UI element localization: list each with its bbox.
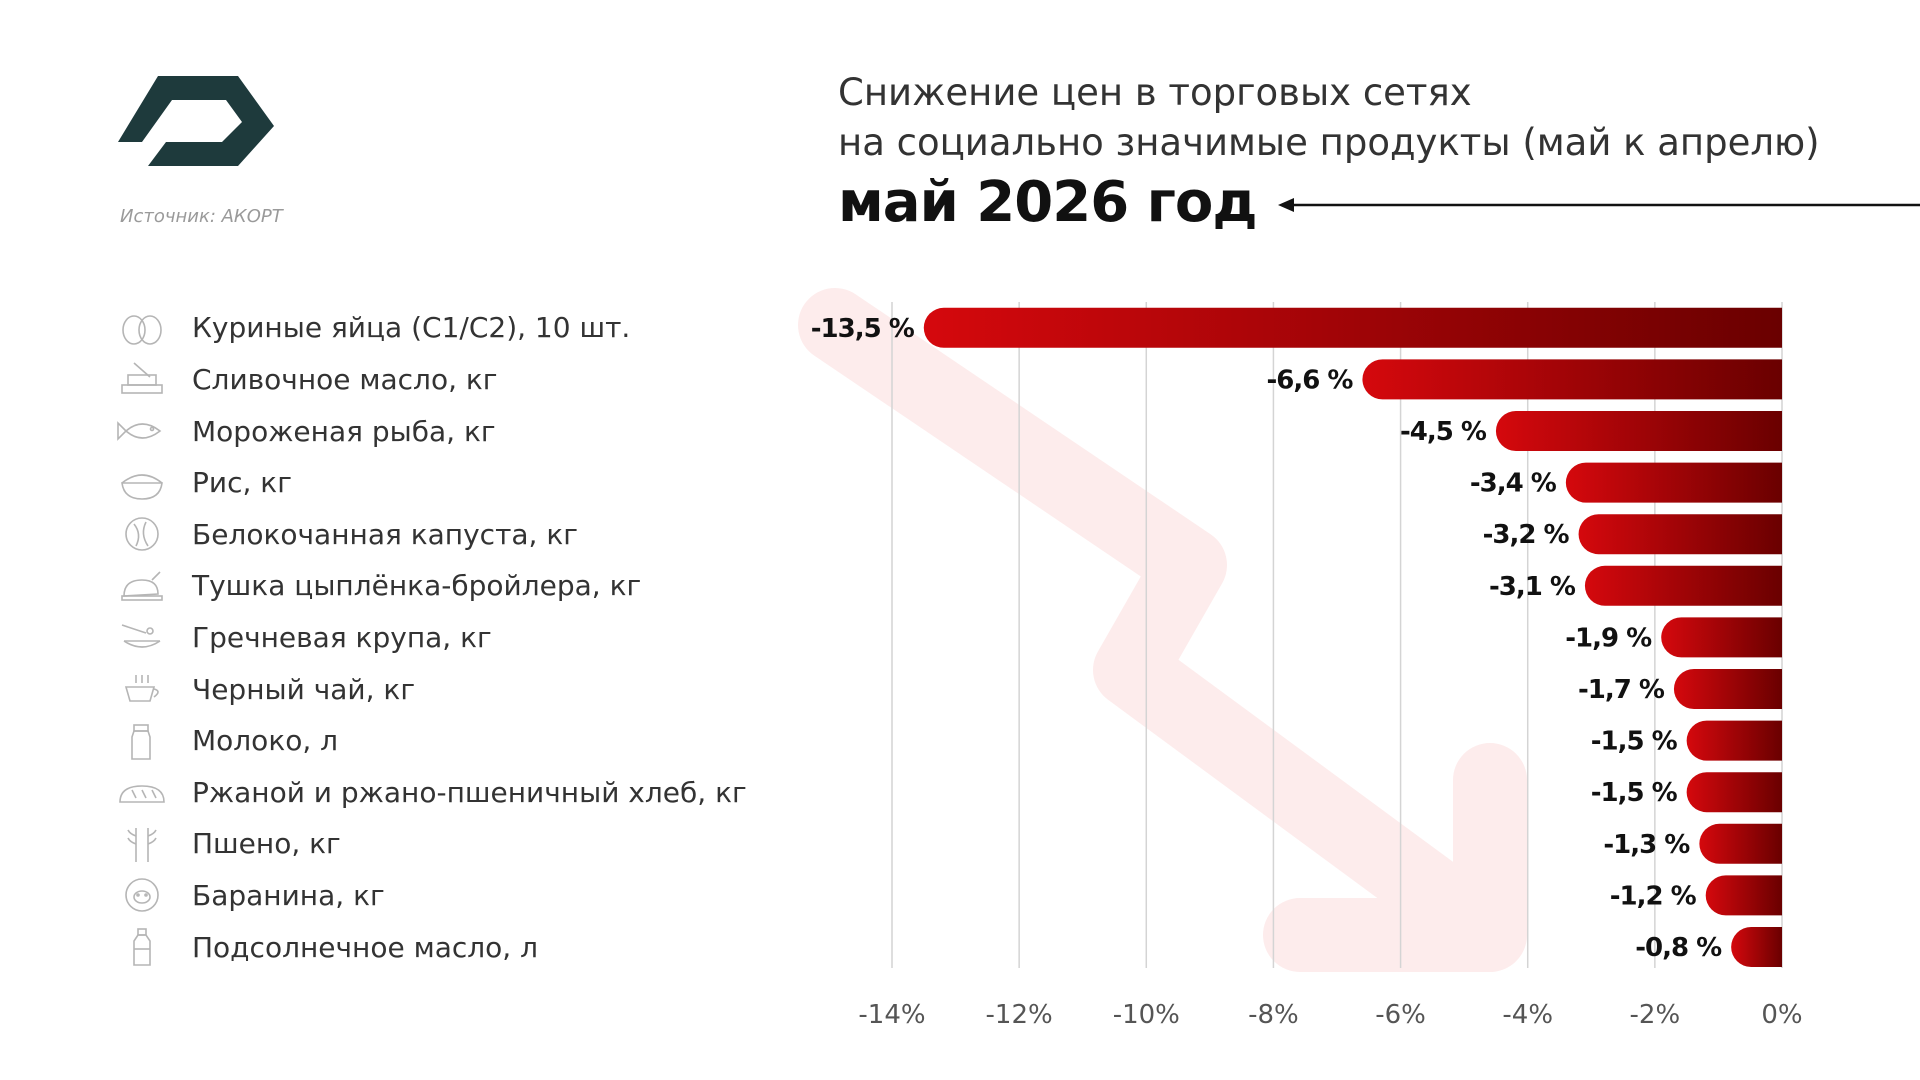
- source-note: Источник: АКОРТ: [120, 206, 283, 227]
- bar: [1584, 565, 1782, 606]
- bar: [1686, 772, 1782, 813]
- buckwheat-icon: [116, 617, 168, 657]
- category-label: Молоко, л: [192, 724, 339, 758]
- bar: [1565, 462, 1782, 503]
- list-item: Ржаной и ржано-пшеничный хлеб, кг: [116, 769, 747, 815]
- bar-value-label: -3,2 %: [1483, 520, 1570, 550]
- category-label: Черный чай, кг: [192, 672, 416, 706]
- watermark-arrow: [798, 288, 1527, 972]
- eggs-icon: [116, 308, 168, 348]
- category-label: Гречневая крупа, кг: [192, 620, 492, 654]
- list-item: Куриные яйца (С1/С2), 10 шт.: [116, 305, 630, 351]
- bar-value-label: -1,2 %: [1610, 881, 1697, 911]
- bar: [923, 307, 1782, 348]
- list-item: Сливочное масло, кг: [116, 356, 498, 402]
- list-item: Тушка цыплёнка-бройлера, кг: [116, 563, 641, 609]
- list-item: Пшено, кг: [116, 821, 341, 867]
- bar-value-label: -1,5 %: [1591, 778, 1678, 808]
- bar-value-label: -4,5 %: [1400, 417, 1487, 447]
- fish-icon: [116, 411, 168, 451]
- x-tick-label: -12%: [986, 1000, 1053, 1030]
- category-label: Баранина, кг: [192, 878, 385, 912]
- bar-value-label: -1,5 %: [1591, 727, 1678, 757]
- bar-value-label: -3,4 %: [1470, 469, 1557, 499]
- bar: [1731, 927, 1782, 967]
- list-item: Баранина, кг: [116, 872, 385, 918]
- title-line-2: на социально значимые продукты (май к ап…: [838, 121, 1820, 164]
- bar: [1705, 875, 1782, 916]
- list-item: Мороженая рыба, кг: [116, 408, 496, 454]
- category-label: Мороженая рыба, кг: [192, 414, 496, 448]
- list-item: Молоко, л: [116, 718, 338, 764]
- category-label: Белокочанная капуста, кг: [192, 517, 578, 551]
- period-heading: май 2026 год: [838, 170, 1258, 235]
- bar-value-label: -1,9 %: [1565, 623, 1652, 653]
- x-tick-label: -2%: [1630, 1000, 1681, 1030]
- period-arrow-icon: [1278, 198, 1920, 212]
- bar: [1495, 411, 1782, 452]
- category-label: Рис, кг: [192, 466, 292, 500]
- bar: [1578, 514, 1782, 555]
- x-tick-label: -8%: [1248, 1000, 1299, 1030]
- butter-icon: [116, 359, 168, 399]
- oil-bottle-icon: [116, 927, 168, 967]
- bar: [1673, 669, 1782, 709]
- bar-value-label: -3,1 %: [1489, 572, 1576, 602]
- category-label: Сливочное масло, кг: [192, 362, 498, 396]
- bar: [1686, 720, 1782, 761]
- x-tick-label: -6%: [1375, 1000, 1426, 1030]
- x-tick-label: -10%: [1113, 1000, 1180, 1030]
- title-line-1: Снижение цен в торговых сетях: [838, 71, 1472, 114]
- lamb-icon: [116, 875, 168, 915]
- category-label: Пшено, кг: [192, 827, 341, 861]
- bar: [1362, 359, 1782, 400]
- list-item: Рис, кг: [116, 460, 292, 506]
- bar-value-label: -1,3 %: [1603, 830, 1690, 860]
- category-label: Ржаной и ржано-пшеничный хлеб, кг: [192, 775, 747, 809]
- tea-cup-icon: [116, 669, 168, 709]
- value-labels: -13,5 % -6,6 % -4,5 % -3,4 % -3,2 % -3,1 % -1,…: [811, 314, 1723, 963]
- x-axis-ticks: -14% -12% -10% -8% -6% -4% -2% 0%: [858, 1000, 1802, 1030]
- category-label: Куриные яйца (С1/С2), 10 шт.: [192, 311, 631, 345]
- bar: [1699, 823, 1782, 864]
- chart-title: Снижение цен в торговых сетях на социаль…: [838, 68, 1820, 168]
- category-label: Тушка цыплёнка-бройлера, кг: [192, 569, 642, 603]
- rice-bowl-icon: [116, 463, 168, 503]
- bread-icon: [116, 772, 168, 812]
- cabbage-icon: [116, 514, 168, 554]
- list-item: Черный чай, кг: [116, 666, 415, 712]
- bar: [1661, 617, 1782, 658]
- list-item: Гречневая крупа, кг: [116, 614, 492, 660]
- x-tick-label: -4%: [1502, 1000, 1553, 1030]
- akort-logo: [118, 76, 274, 166]
- list-item: Белокочанная капуста, кг: [116, 511, 578, 557]
- x-tick-label: 0%: [1761, 1000, 1802, 1030]
- millet-icon: [116, 824, 168, 864]
- bar-value-label: -1,7 %: [1578, 675, 1665, 705]
- bar-value-label: -13,5 %: [811, 314, 915, 344]
- bar-value-label: -6,6 %: [1266, 365, 1353, 395]
- bar-value-label: -0,8 %: [1635, 933, 1722, 963]
- chicken-icon: [116, 566, 168, 606]
- category-label: Подсолнечное масло, л: [192, 930, 539, 964]
- milk-bottle-icon: [116, 721, 168, 761]
- bars: [923, 307, 1782, 967]
- x-tick-label: -14%: [858, 1000, 925, 1030]
- list-item: Подсолнечное масло, л: [116, 924, 538, 970]
